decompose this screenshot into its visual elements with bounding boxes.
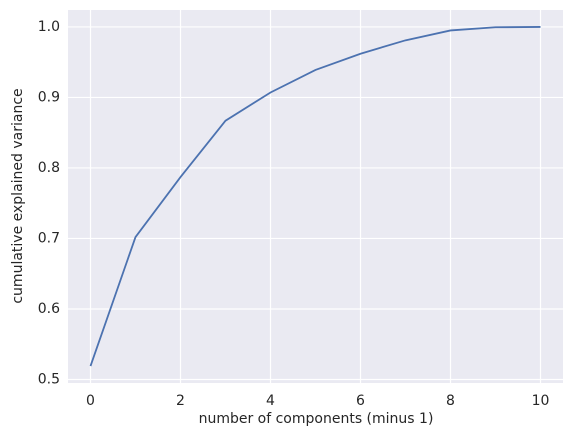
y-tick-label: 0.8 <box>38 160 60 176</box>
y-axis-label: cumulative explained variance <box>10 88 26 303</box>
x-tick-label: 4 <box>266 393 275 409</box>
y-tick-label: 0.5 <box>38 371 60 387</box>
x-axis-label: number of components (minus 1) <box>199 411 434 427</box>
y-tick-label: 0.6 <box>38 301 60 317</box>
y-tick-label: 1.0 <box>38 19 60 35</box>
x-tick-label: 2 <box>176 393 185 409</box>
x-tick-label: 6 <box>356 393 365 409</box>
y-tick-label: 0.9 <box>38 89 60 105</box>
x-tick-label: 8 <box>446 393 455 409</box>
x-tick-label: 0 <box>86 393 95 409</box>
x-tick-label: 10 <box>532 393 550 409</box>
plot-area <box>68 10 563 383</box>
y-tick-label: 0.7 <box>38 230 60 246</box>
data-line <box>89 26 541 367</box>
